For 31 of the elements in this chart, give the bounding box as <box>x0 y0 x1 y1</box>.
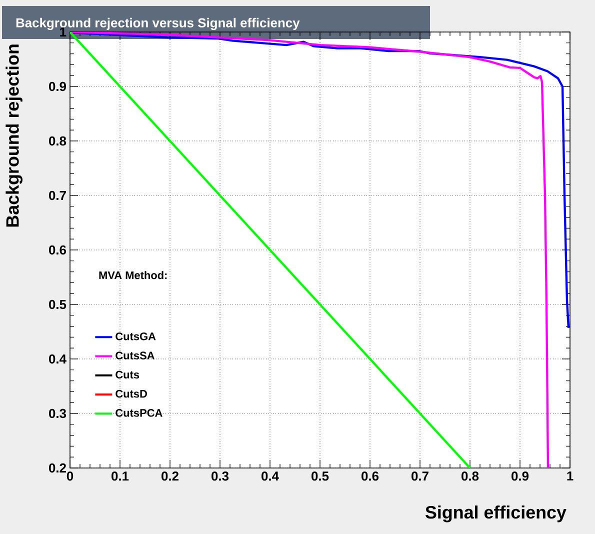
legend-label: CutsPCA <box>116 409 162 417</box>
x-tick-label: 0.6 <box>362 472 379 481</box>
y-tick-label: 0.2 <box>49 463 66 473</box>
y-tick-label: 0.3 <box>49 408 66 418</box>
y-tick-label: 0.9 <box>49 82 66 92</box>
legend-label: CutsSA <box>116 352 154 360</box>
y-axis-title: Background rejection <box>6 44 22 227</box>
x-tick-label: 0.1 <box>112 472 129 481</box>
y-tick-label: 0.5 <box>49 300 66 310</box>
x-tick-label: 0.2 <box>162 472 178 481</box>
y-tick-label: 0.8 <box>49 136 66 146</box>
legend-title: MVA Method: <box>99 271 167 280</box>
legend-label: Cuts <box>116 370 140 379</box>
x-tick-label: 0.3 <box>212 472 229 481</box>
legend-label: CutsD <box>116 390 147 398</box>
line-series <box>70 32 570 330</box>
x-tick-label: 1 <box>567 472 574 480</box>
x-tick-label: 0.9 <box>512 472 529 481</box>
chart-title: Background rejection versus Signal efficiency <box>16 18 300 30</box>
x-axis-title: Signal efficiency <box>425 506 566 522</box>
y-tick-label: 0.4 <box>49 354 66 364</box>
x-tick-label: 0.4 <box>262 472 279 481</box>
y-tick-label: 1 <box>60 28 66 36</box>
y-tick-label: 0.7 <box>49 190 66 200</box>
y-tick-label: 0.6 <box>49 245 66 255</box>
legend-label: CutsGA <box>116 332 156 340</box>
x-tick-label: 0.5 <box>312 472 329 481</box>
line-series <box>70 32 550 468</box>
x-tick-label: 0.8 <box>462 472 479 481</box>
x-tick-label: 0 <box>66 472 74 481</box>
x-tick-label: 0.7 <box>412 472 428 481</box>
